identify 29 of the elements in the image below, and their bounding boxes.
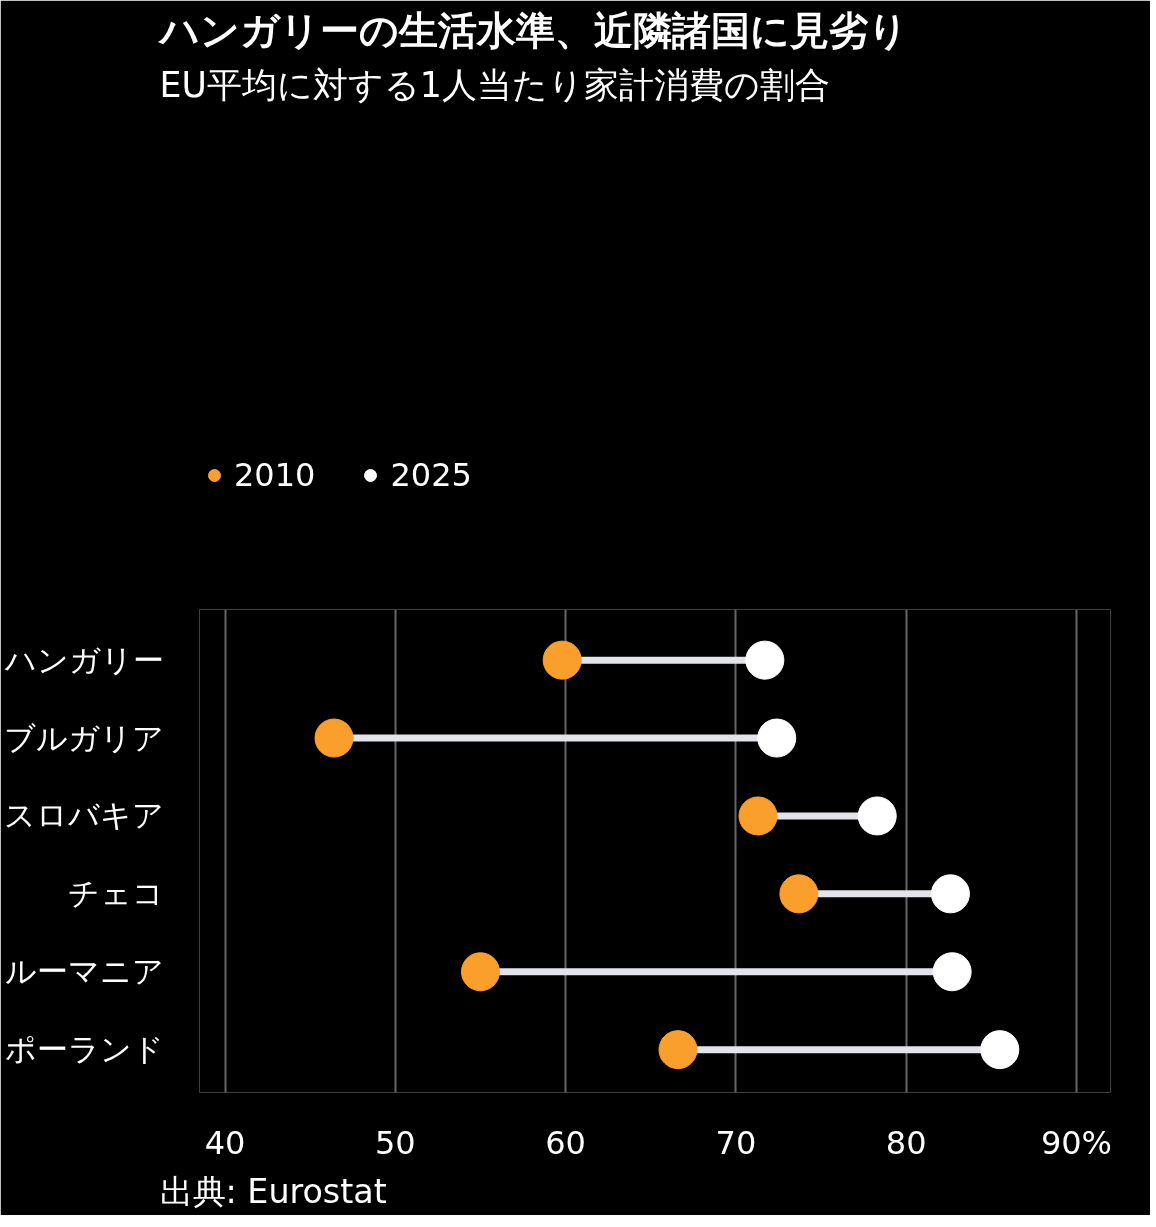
point [857, 796, 897, 836]
x-tick-label: 40 [204, 1123, 246, 1162]
point [542, 640, 582, 680]
chart-subtitle: EU平均に対する1人当たり家計消費の割合 [159, 64, 830, 105]
chart-title: ハンガリーの生活水準、近隣諸国に見劣り [157, 7, 908, 53]
y-tick-label: チェコ [67, 876, 164, 912]
x-tick-label: 80 [885, 1123, 927, 1162]
x-tick-label: 90% [1040, 1123, 1113, 1162]
point [738, 796, 778, 836]
point [460, 952, 500, 992]
y-tick-label: ポーランド [4, 1032, 164, 1068]
y-tick-label: ハンガリー [3, 642, 164, 678]
point [658, 1030, 698, 1070]
point [314, 718, 354, 758]
y-tick-label: ブルガリア [3, 720, 164, 756]
point [745, 640, 785, 680]
point [757, 718, 797, 758]
point [932, 952, 972, 992]
legend-label: 2010 [234, 455, 316, 494]
point [980, 1030, 1020, 1070]
point [930, 874, 970, 914]
source-note: 出典: Eurostat [159, 1171, 387, 1211]
x-tick-label: 70 [715, 1123, 757, 1162]
point [779, 874, 819, 914]
y-tick-label: スロバキア [3, 798, 164, 834]
y-tick-label: ルーマニア [4, 954, 164, 990]
x-tick-label: 50 [374, 1123, 416, 1162]
x-tick-label: 60 [545, 1123, 586, 1162]
legend-label: 2025 [390, 455, 472, 494]
